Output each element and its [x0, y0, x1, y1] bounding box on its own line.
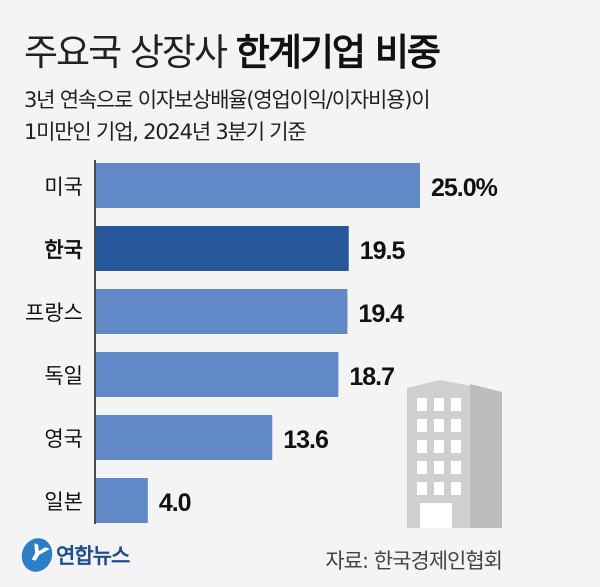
category-label: 영국 [44, 427, 83, 451]
subtitle-line-2: 1미만인 기업, 2024년 3분기 기준 [24, 120, 307, 144]
source-note: 자료: 한국경제인협회 [325, 549, 503, 573]
category-label: 한국 [44, 238, 83, 262]
bar-2 [96, 289, 348, 334]
value-label: 19.4 [358, 300, 404, 328]
logo-mark-icon: Y [17, 533, 57, 577]
value-label: 13.6 [283, 426, 328, 454]
bar-1 [96, 226, 349, 271]
category-label: 미국 [44, 175, 83, 199]
value-label: 25.0% [431, 174, 498, 202]
title-bold: 한계기업 비중 [235, 31, 441, 74]
chart-title: 주요국 상장사 한계기업 비중 [24, 22, 441, 76]
bar-5 [96, 478, 148, 523]
bar-0 [96, 163, 420, 208]
bar-3 [96, 352, 339, 397]
category-label: 프랑스 [25, 301, 83, 325]
value-label: 18.7 [349, 363, 394, 391]
logo-text: 연합뉴스 [56, 544, 130, 568]
yonhap-logo: Y 연합뉴스 [17, 533, 130, 577]
value-label: 4.0 [159, 489, 191, 517]
category-label: 독일 [44, 364, 83, 388]
subtitle-line-1: 3년 연속으로 이자보상배율(영업이익/이자비용)이 [24, 88, 431, 112]
title-light: 주요국 상장사 [24, 31, 228, 74]
category-label: 일본 [44, 490, 83, 514]
building-icon [407, 380, 502, 528]
value-label: 19.5 [360, 237, 406, 265]
bar-4 [96, 415, 273, 460]
